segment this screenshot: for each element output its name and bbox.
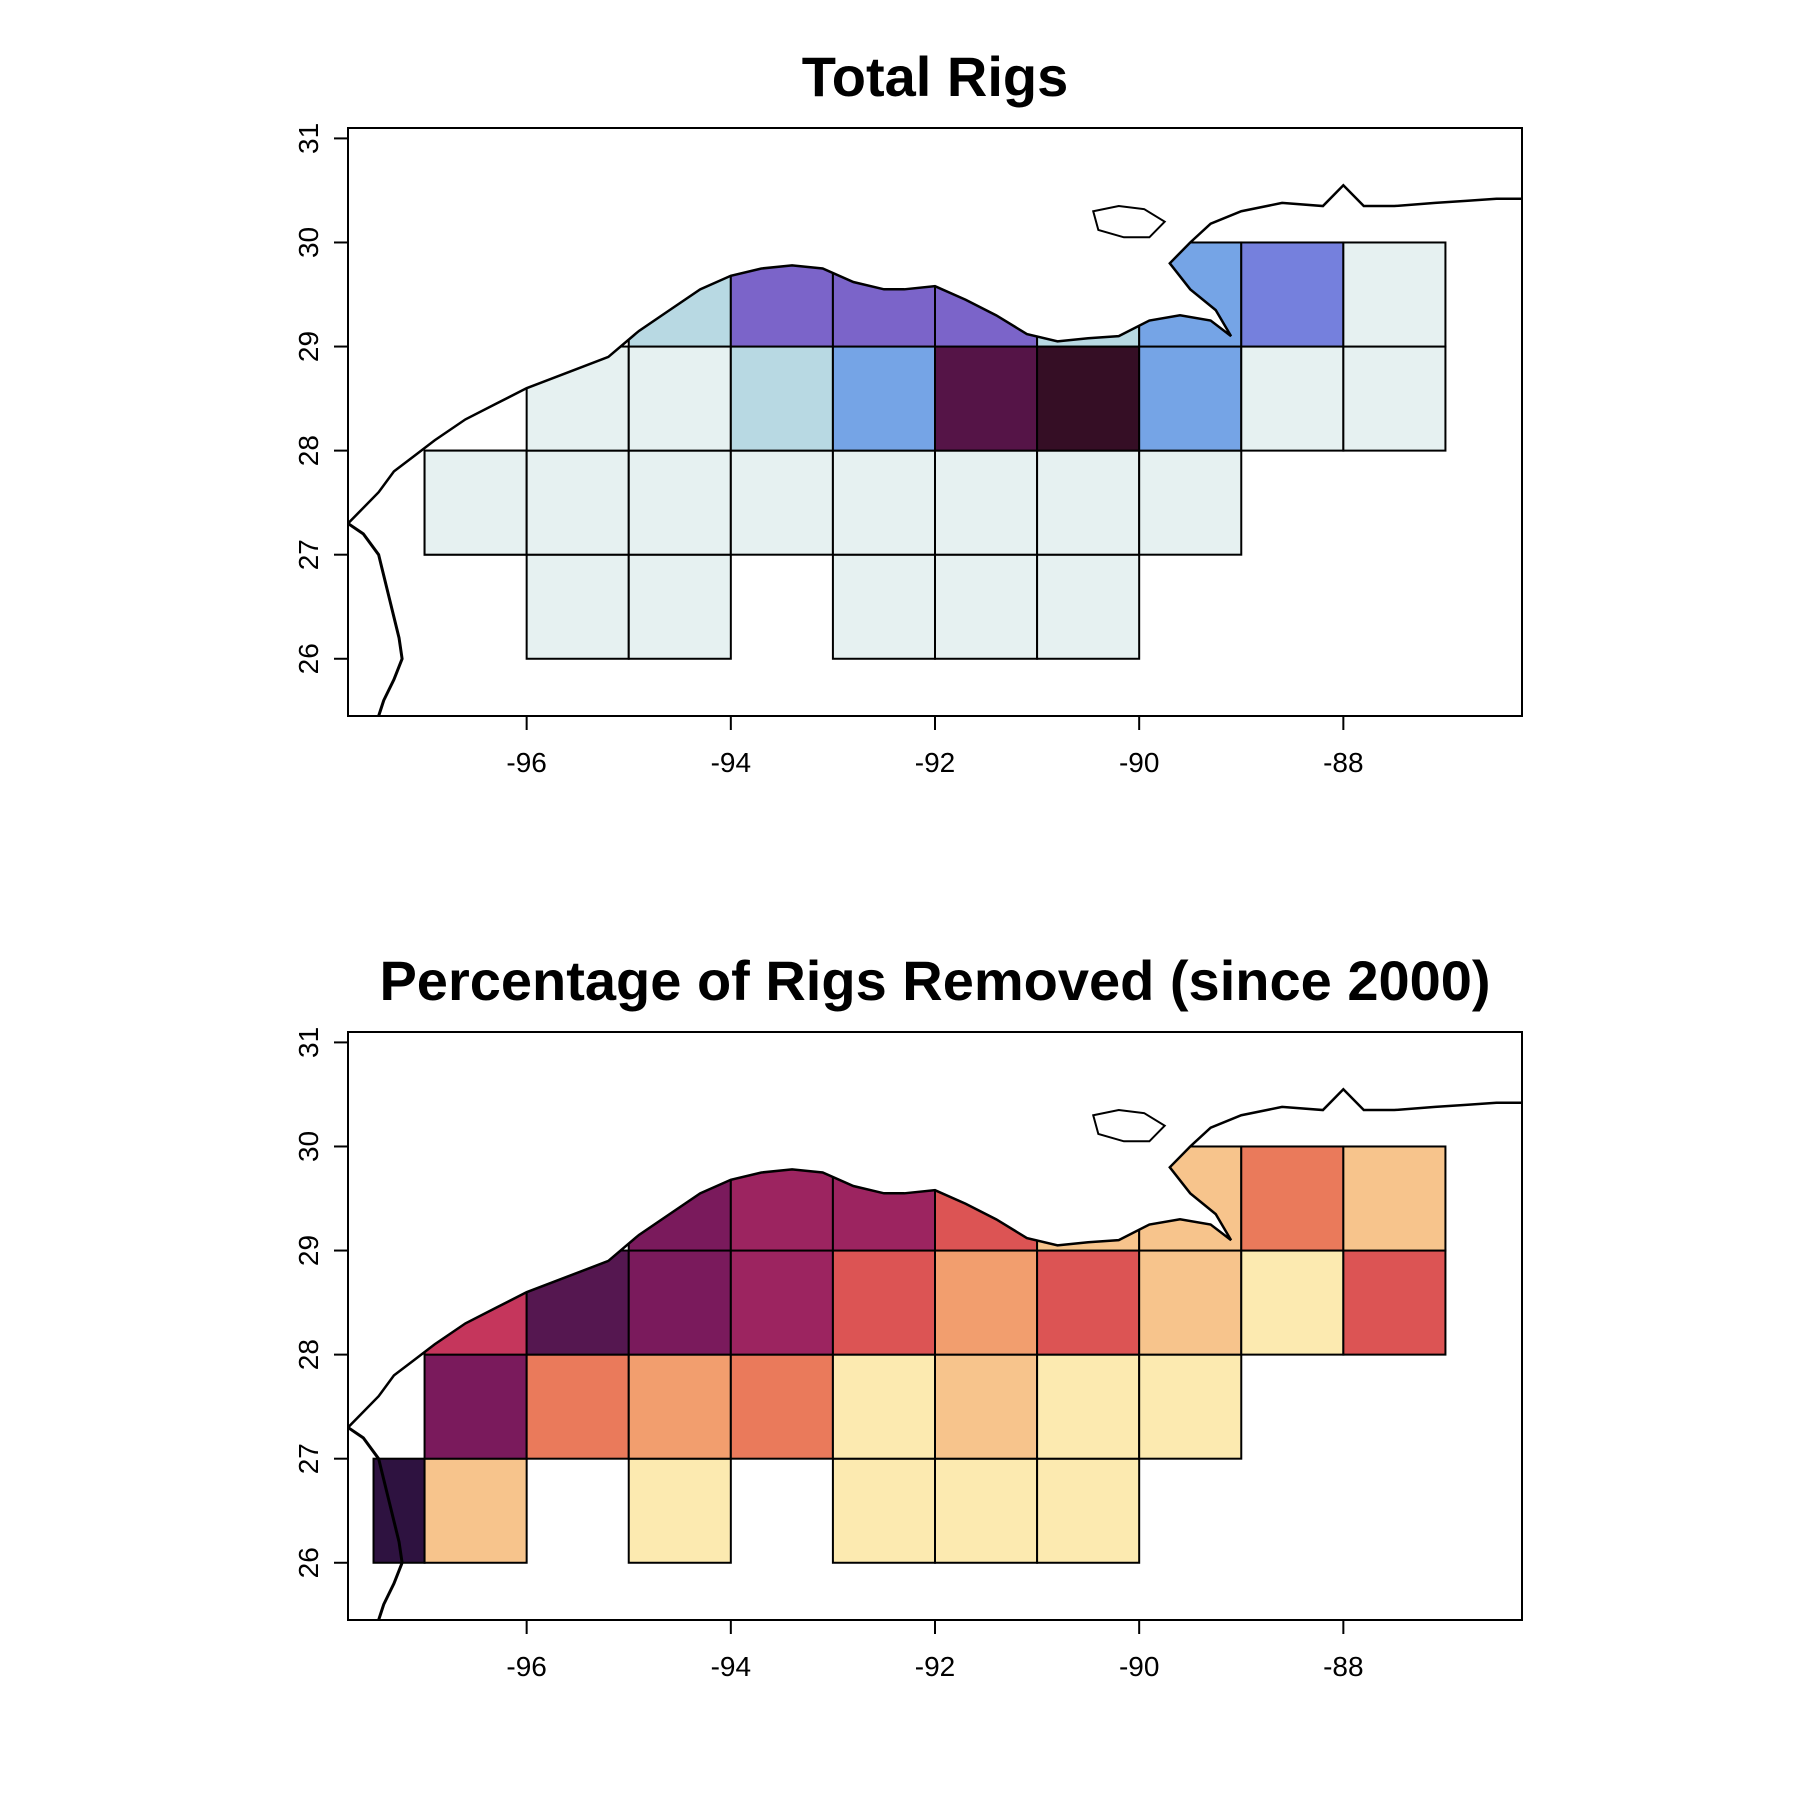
y-tick-label: 26 (293, 643, 324, 674)
grid-cell (934, 345, 1039, 452)
grid-cell (1036, 1353, 1141, 1460)
grid-cell (1036, 1249, 1141, 1356)
grid-cell (729, 1249, 834, 1356)
grid-cell (934, 1457, 1039, 1564)
grid-cell (1342, 1145, 1447, 1252)
grid-cell (1138, 1249, 1243, 1356)
land-mask (348, 1032, 1522, 1428)
panel-title: Percentage of Rigs Removed (since 2000) (379, 949, 1490, 1012)
y-tick-label: 31 (293, 123, 324, 154)
x-tick-label: -96 (506, 747, 546, 778)
x-tick-label: -92 (915, 1651, 955, 1682)
map-layer: -96 -94 -92 -90 -88 26 27 28 29 30 31 (293, 123, 1523, 778)
grid-cell (729, 345, 834, 452)
grid-cell (1240, 241, 1345, 348)
y-tick-label: 31 (293, 1027, 324, 1058)
y-tick-label: 27 (293, 539, 324, 570)
grid-cell (831, 449, 936, 556)
grid-cell (627, 1457, 732, 1564)
y-tick-label: 30 (293, 1131, 324, 1162)
grid-cell (525, 449, 630, 556)
y-tick-label: 29 (293, 331, 324, 362)
grid-cell (525, 1353, 630, 1460)
map-layer: -96 -94 -92 -90 -88 26 27 28 29 30 31 (293, 1027, 1523, 1682)
y-tick-label: 28 (293, 1339, 324, 1370)
x-tick-label: -96 (506, 1651, 546, 1682)
map-clip (348, 128, 1522, 716)
grid-cell (627, 553, 732, 660)
grid-cell (934, 553, 1039, 660)
grid-cell (627, 1353, 732, 1460)
grid-cell (1036, 449, 1141, 556)
grid-cell (831, 553, 936, 660)
x-tick-label: -88 (1323, 1651, 1363, 1682)
grid-cell (934, 1249, 1039, 1356)
grid-cell (831, 1249, 936, 1356)
coastline (348, 183, 1522, 525)
grid-cell (627, 1249, 732, 1356)
map-clip (348, 1032, 1522, 1620)
land-mask (348, 128, 1522, 524)
grid-cell (423, 1353, 528, 1460)
panel-percentage-removed: Percentage of Rigs Removed (since 2000) … (293, 949, 1523, 1682)
x-tick-label: -90 (1119, 1651, 1159, 1682)
grid-cell (729, 1353, 834, 1460)
grid-cell (934, 1353, 1039, 1460)
grid-cell (1138, 345, 1243, 452)
grid-cell (1342, 345, 1447, 452)
grid-cell (1240, 1249, 1345, 1356)
panel-title: Total Rigs (802, 45, 1069, 108)
lake-pontchartrain (1091, 1109, 1167, 1143)
y-tick-label: 27 (293, 1443, 324, 1474)
coastline-south (348, 522, 404, 716)
grid-cell (729, 449, 834, 556)
x-tick-label: -94 (711, 1651, 751, 1682)
panel-total-rigs: Total Rigs -96 -94 -92 -90 -88 26 27 28 29 30 31 (293, 45, 1523, 778)
grid-cell (1342, 241, 1447, 348)
grid-cell (423, 1457, 528, 1564)
grid-cell (1240, 1145, 1345, 1252)
grid-cell (934, 449, 1039, 556)
x-tick-label: -88 (1323, 747, 1363, 778)
grid-cell (1342, 1249, 1447, 1356)
grid-cell (1036, 345, 1141, 452)
coastline (348, 1087, 1522, 1429)
y-tick-label: 30 (293, 227, 324, 258)
grid-cell (1036, 553, 1141, 660)
coastline-south (348, 1426, 404, 1620)
x-tick-label: -92 (915, 747, 955, 778)
x-tick-label: -94 (711, 747, 751, 778)
grid-cell (423, 449, 528, 556)
grid-cell (1036, 1457, 1141, 1564)
grid-cell (831, 1353, 936, 1460)
grid-cell (1240, 345, 1345, 452)
grid-cell (831, 345, 936, 452)
grid-cell (831, 1457, 936, 1564)
y-tick-label: 28 (293, 435, 324, 466)
y-tick-label: 29 (293, 1235, 324, 1266)
x-tick-label: -90 (1119, 747, 1159, 778)
grid-cell (1138, 1353, 1243, 1460)
grid-cell (1138, 449, 1243, 556)
y-tick-label: 26 (293, 1547, 324, 1578)
grid-cell (627, 449, 732, 556)
lake-pontchartrain (1091, 205, 1167, 239)
grid-cell (627, 345, 732, 452)
grid-cell (525, 553, 630, 660)
